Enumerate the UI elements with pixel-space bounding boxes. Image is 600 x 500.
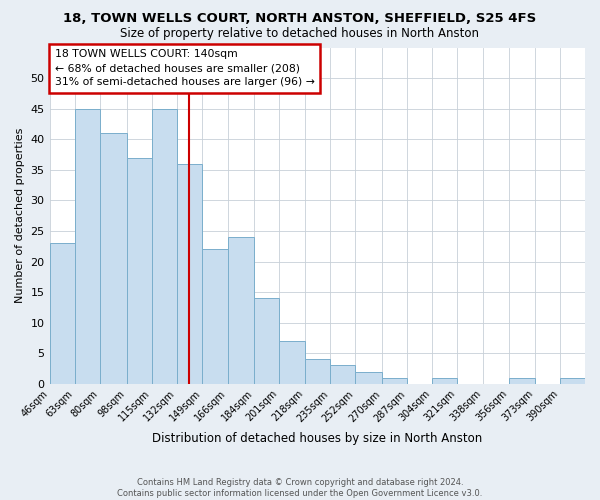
Text: Contains HM Land Registry data © Crown copyright and database right 2024.
Contai: Contains HM Land Registry data © Crown c… [118, 478, 482, 498]
Bar [177, 164, 202, 384]
Bar [254, 298, 280, 384]
Bar [152, 108, 177, 384]
Bar [280, 341, 305, 384]
Bar [330, 366, 355, 384]
Bar [382, 378, 407, 384]
Text: 18, TOWN WELLS COURT, NORTH ANSTON, SHEFFIELD, S25 4FS: 18, TOWN WELLS COURT, NORTH ANSTON, SHEF… [64, 12, 536, 26]
Bar [127, 158, 152, 384]
Bar [100, 133, 127, 384]
Bar [202, 250, 227, 384]
Bar [560, 378, 585, 384]
Bar [432, 378, 457, 384]
Y-axis label: Number of detached properties: Number of detached properties [15, 128, 25, 304]
Text: Size of property relative to detached houses in North Anston: Size of property relative to detached ho… [121, 28, 479, 40]
Bar [509, 378, 535, 384]
Bar [305, 360, 330, 384]
Bar [50, 243, 75, 384]
Bar [227, 237, 254, 384]
X-axis label: Distribution of detached houses by size in North Anston: Distribution of detached houses by size … [152, 432, 482, 445]
Text: 18 TOWN WELLS COURT: 140sqm
← 68% of detached houses are smaller (208)
31% of se: 18 TOWN WELLS COURT: 140sqm ← 68% of det… [55, 49, 315, 87]
Bar [75, 108, 100, 384]
Bar [355, 372, 382, 384]
